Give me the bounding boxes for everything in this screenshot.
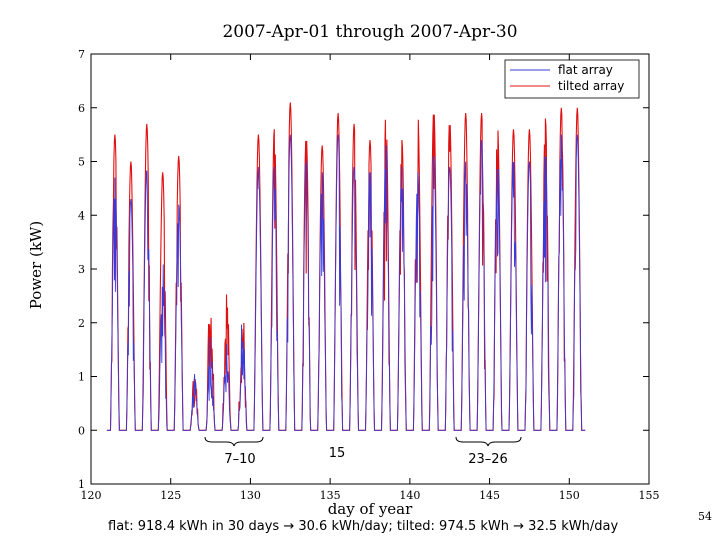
y-tick-label: 0 <box>78 424 85 437</box>
y-tick-label: 5 <box>78 156 85 169</box>
x-tick-label: 150 <box>559 489 580 502</box>
brace-7-10 <box>204 436 264 447</box>
page-number: 54 <box>698 510 712 523</box>
footer-summary: flat: 918.4 kWh in 30 days → 30.6 kWh/da… <box>108 519 619 534</box>
x-tick-label: 120 <box>81 489 102 502</box>
y-tick-label: 6 <box>78 102 85 115</box>
y-tick-label: 1 <box>78 371 85 384</box>
legend: flat array tilted array <box>504 59 640 99</box>
x-tick-label: 155 <box>639 489 660 502</box>
series-layer <box>106 102 586 431</box>
legend-box <box>504 59 640 99</box>
x-axis-label: day of year <box>327 500 413 518</box>
y-tick-label: 4 <box>78 209 85 222</box>
ticks-layer: 120 125 130 135 140 145 150 155 1 0 1 2 3 4 5 6 7 <box>78 48 660 502</box>
series-flat-array-line <box>106 134 586 431</box>
chart-title: 2007-Apr-01 through 2007-Apr-30 <box>222 22 518 42</box>
x-tick-label: 145 <box>479 489 500 502</box>
annotation-23-26: 23–26 <box>468 452 508 467</box>
brace-23-26 <box>455 436 522 447</box>
legend-label-tilted: tilted array <box>558 79 624 93</box>
annotation-15: 15 <box>329 446 346 461</box>
x-tick-label: 140 <box>399 489 420 502</box>
x-tick-label: 135 <box>320 489 341 502</box>
legend-label-flat: flat array <box>558 63 613 77</box>
x-tick-label: 130 <box>240 489 261 502</box>
x-tick-label: 125 <box>160 489 181 502</box>
y-tick-label: 3 <box>78 263 85 276</box>
y-tick-label: 1 <box>78 478 85 491</box>
y-tick-label: 7 <box>78 48 85 61</box>
annotations-layer: 7–10 15 23–26 <box>204 436 522 467</box>
annotation-7-10: 7–10 <box>224 452 255 467</box>
y-tick-label: 2 <box>78 317 85 330</box>
